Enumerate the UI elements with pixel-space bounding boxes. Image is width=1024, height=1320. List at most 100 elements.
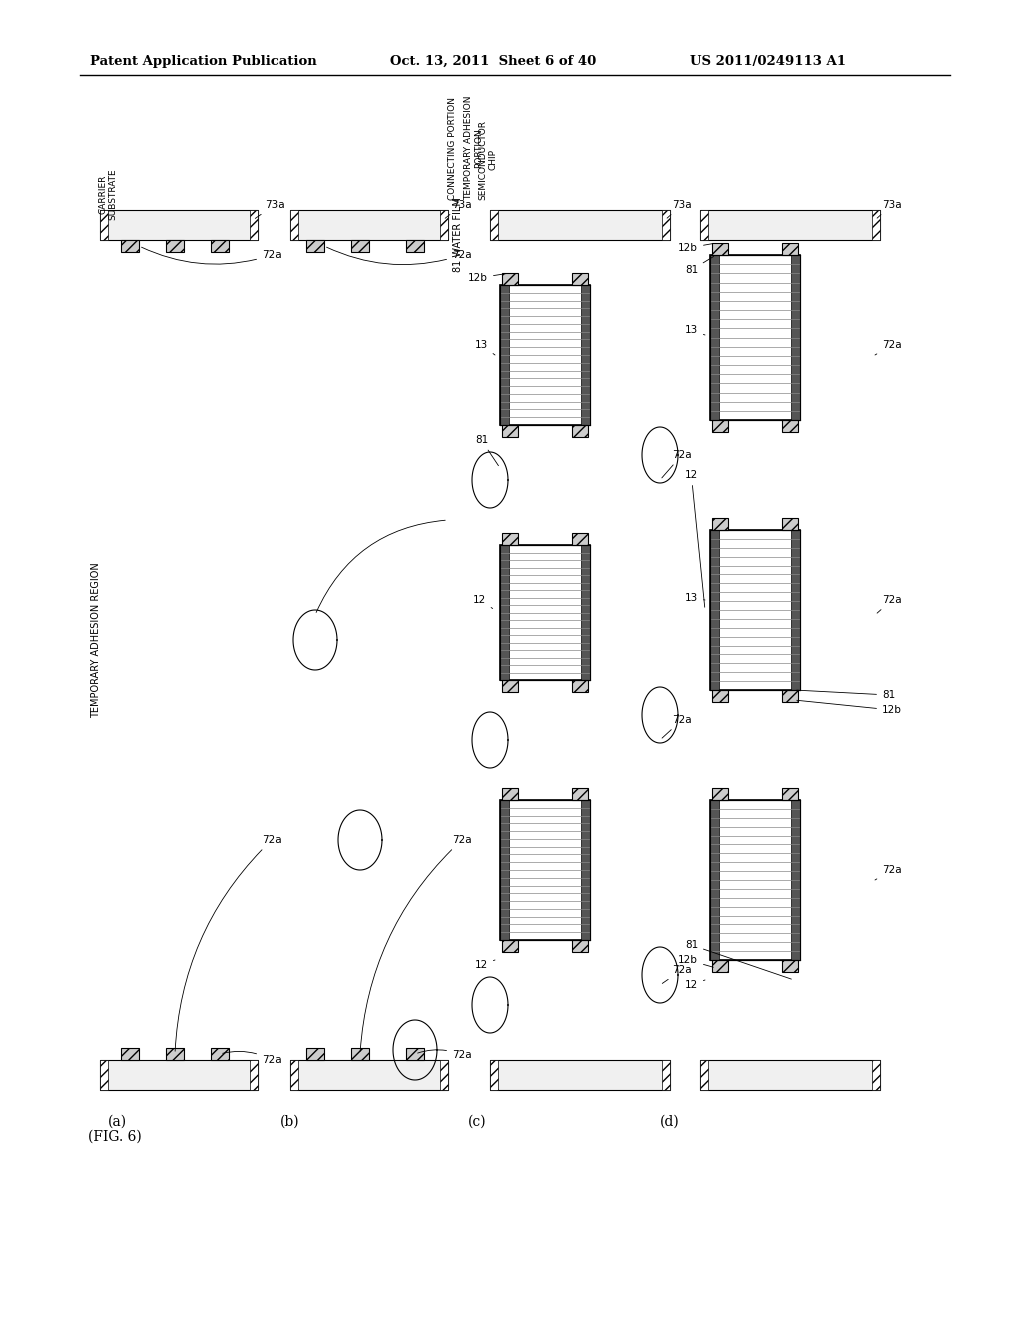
Bar — [502, 788, 518, 800]
Bar — [872, 1060, 880, 1090]
Bar — [490, 210, 498, 240]
Bar — [502, 273, 518, 285]
Bar — [710, 800, 719, 960]
Text: 13: 13 — [475, 341, 495, 355]
Bar — [872, 210, 880, 240]
Bar — [290, 210, 449, 240]
Text: 72a: 72a — [874, 341, 901, 355]
Bar — [100, 210, 108, 240]
Bar — [710, 255, 800, 420]
Bar — [791, 531, 800, 690]
Text: CONNECTING PORTION: CONNECTING PORTION — [449, 96, 457, 201]
Bar — [500, 545, 590, 680]
Text: SEMICONDUCTOR
CHIP: SEMICONDUCTOR CHIP — [478, 120, 498, 201]
Bar — [500, 285, 590, 425]
Bar — [490, 1060, 498, 1090]
Bar — [211, 240, 229, 252]
Bar — [662, 1060, 670, 1090]
Bar — [502, 533, 518, 545]
Bar — [791, 800, 800, 960]
Text: 72a: 72a — [327, 247, 472, 264]
Bar — [572, 680, 588, 692]
Bar — [700, 1060, 880, 1090]
Text: 12b: 12b — [468, 273, 507, 282]
Bar — [782, 517, 798, 531]
Bar — [581, 285, 590, 425]
Bar — [100, 1060, 108, 1090]
Bar — [712, 690, 728, 702]
Bar — [500, 800, 590, 940]
Bar — [712, 243, 728, 255]
Bar — [100, 210, 258, 240]
Bar — [290, 210, 298, 240]
Bar — [572, 425, 588, 437]
Bar — [250, 1060, 258, 1090]
Bar — [572, 788, 588, 800]
Bar — [500, 285, 509, 425]
Text: 72a: 72a — [418, 1049, 472, 1060]
Text: 72a: 72a — [662, 450, 691, 478]
Bar — [710, 800, 800, 960]
Bar — [502, 680, 518, 692]
Text: 73a: 73a — [255, 201, 285, 218]
Bar — [710, 531, 719, 690]
Bar — [502, 425, 518, 437]
Text: (b): (b) — [280, 1115, 300, 1129]
Bar — [712, 960, 728, 972]
Bar — [406, 240, 424, 252]
Bar — [700, 210, 708, 240]
Bar — [662, 210, 670, 240]
Bar — [700, 1060, 708, 1090]
Bar — [490, 1060, 670, 1090]
Text: Oct. 13, 2011  Sheet 6 of 40: Oct. 13, 2011 Sheet 6 of 40 — [390, 55, 596, 69]
Bar — [782, 690, 798, 702]
Bar — [121, 1048, 139, 1060]
Text: (FIG. 6): (FIG. 6) — [88, 1130, 141, 1144]
Bar — [581, 545, 590, 680]
Bar — [710, 255, 719, 420]
Bar — [710, 255, 800, 420]
Text: 81: 81 — [685, 256, 714, 275]
Bar — [791, 255, 800, 420]
Text: US 2011/0249113 A1: US 2011/0249113 A1 — [690, 55, 846, 69]
Bar — [100, 1060, 258, 1090]
Text: 73a: 73a — [667, 201, 691, 218]
Text: 72a: 72a — [141, 247, 282, 264]
Bar — [572, 533, 588, 545]
Text: CARRIER
SUBSTRATE: CARRIER SUBSTRATE — [98, 169, 118, 220]
Text: (d): (d) — [660, 1115, 680, 1129]
Bar — [782, 420, 798, 432]
Bar — [500, 545, 590, 680]
Text: 73a: 73a — [878, 201, 901, 218]
Bar — [581, 800, 590, 940]
Bar — [500, 285, 590, 425]
Bar — [211, 1048, 229, 1060]
Bar — [710, 800, 800, 960]
Text: 81 WATER FILM: 81 WATER FILM — [453, 198, 463, 272]
Text: 72a: 72a — [360, 836, 472, 1051]
Bar — [406, 1048, 424, 1060]
Text: 81: 81 — [797, 690, 895, 700]
Bar — [306, 240, 324, 252]
Bar — [782, 960, 798, 972]
Text: 72a: 72a — [222, 1052, 282, 1065]
Text: 73a: 73a — [445, 201, 472, 218]
Text: 81: 81 — [685, 940, 792, 979]
Text: (c): (c) — [468, 1115, 486, 1129]
Bar — [290, 1060, 449, 1090]
Bar — [700, 210, 880, 240]
Bar — [572, 940, 588, 952]
Bar — [712, 420, 728, 432]
Text: TEMPORARY ADHESION
PORTION: TEMPORARY ADHESION PORTION — [464, 95, 483, 201]
Text: 72a: 72a — [874, 865, 901, 880]
Text: 12: 12 — [685, 470, 705, 607]
Bar — [500, 800, 590, 940]
Text: 13: 13 — [685, 593, 705, 603]
Text: 72a: 72a — [663, 965, 691, 983]
Bar — [166, 240, 184, 252]
Bar — [440, 1060, 449, 1090]
Bar — [121, 240, 139, 252]
Text: 12: 12 — [473, 595, 493, 609]
Bar — [712, 517, 728, 531]
Bar — [500, 545, 509, 680]
